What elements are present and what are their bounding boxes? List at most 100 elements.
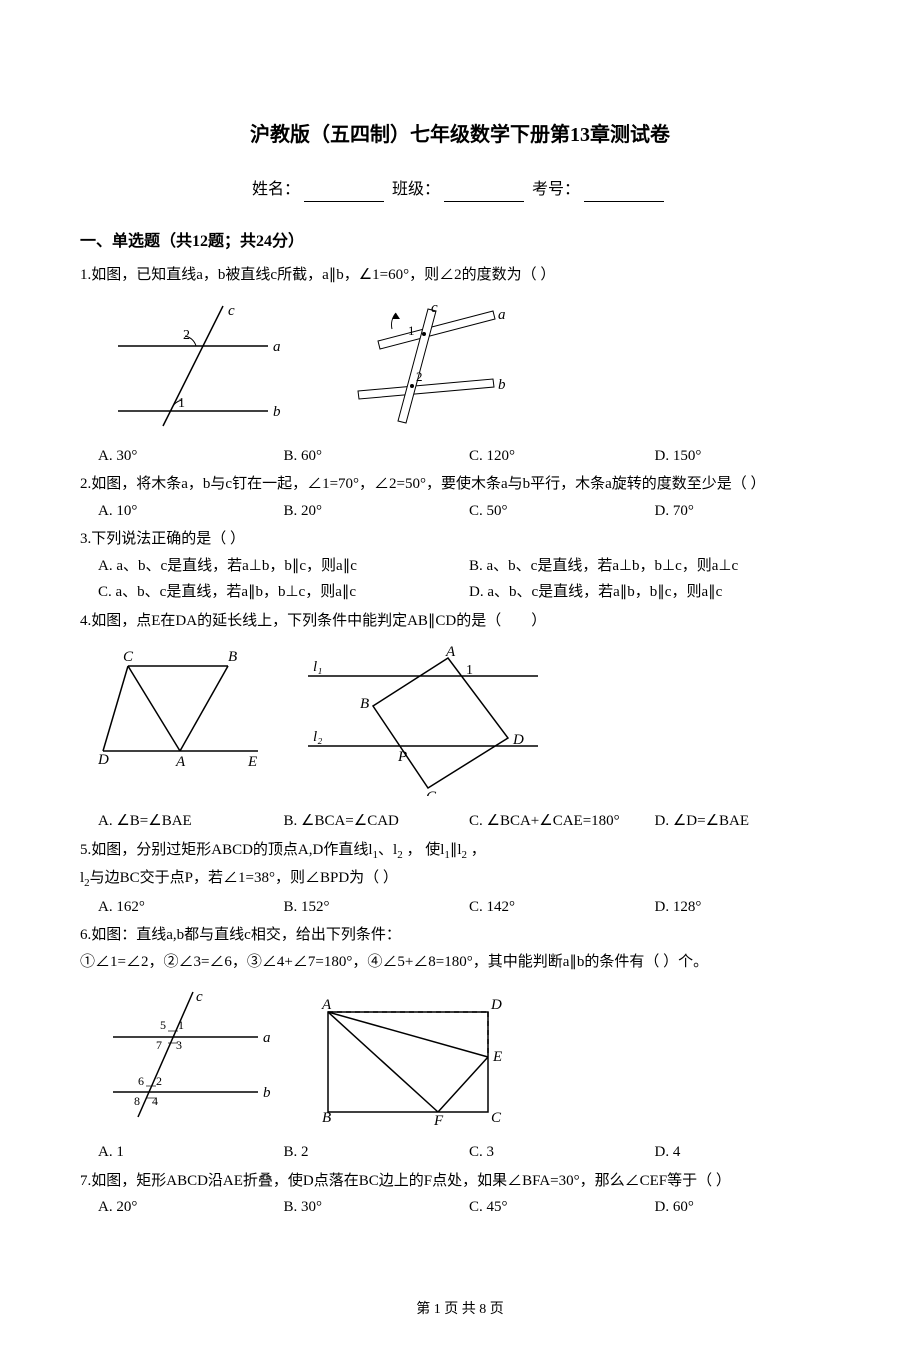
svg-text:l₂: l₂ — [313, 729, 322, 745]
q5-opt-d: D. 128° — [655, 896, 841, 919]
q7-opt-b: B. 30° — [284, 1196, 470, 1219]
q7-opt-a: A. 20° — [98, 1196, 284, 1219]
svg-text:4: 4 — [152, 1094, 158, 1108]
q1-opt-d: D. 150° — [655, 445, 841, 468]
svg-text:b: b — [263, 1085, 271, 1101]
q6-opt-b: B. 2 — [284, 1141, 470, 1164]
svg-text:1: 1 — [408, 323, 415, 338]
q1-opt-b: B. 60° — [284, 445, 470, 468]
question-2: 2.如图，将木条a，b与c钉在一起，∠1=70°，∠2=50°，要使木条a与b平… — [80, 473, 840, 522]
svg-text:B: B — [228, 649, 237, 665]
section1-header: 一、单选题（共12题；共24分） — [80, 230, 840, 254]
name-blank — [304, 184, 384, 202]
q2-opt-b: B. 20° — [284, 500, 470, 523]
q5-text-line2: l2与边BC交于点P，若∠1=38°，则∠BPD为（ ） — [80, 867, 840, 892]
svg-text:c: c — [196, 989, 203, 1005]
svg-text:C: C — [491, 1110, 502, 1126]
q6-line2: ①∠1=∠2，②∠3=∠6，③∠4+∠7=180°，④∠5+∠8=180°，其中… — [80, 951, 840, 974]
q5-figure: l₁ l₂ A 1 B P D C — [298, 646, 548, 796]
q4-options: A. ∠B=∠BAE B. ∠BCA=∠CAD C. ∠BCA+∠CAE=180… — [80, 810, 840, 833]
svg-text:a: a — [273, 339, 281, 355]
id-label: 考号： — [532, 181, 580, 198]
svg-text:2: 2 — [156, 1074, 162, 1088]
svg-text:3: 3 — [176, 1038, 182, 1052]
q6-opt-c: C. 3 — [469, 1141, 655, 1164]
question-5: 5.如图，分别过矩形ABCD的顶点A,D作直线l1、l2 ， 使l1∥l2 ， … — [80, 839, 840, 919]
class-label: 班级： — [392, 181, 440, 198]
svg-text:A: A — [321, 997, 332, 1013]
q2-opt-a: A. 10° — [98, 500, 284, 523]
svg-text:P: P — [397, 749, 407, 765]
q6-opt-d: D. 4 — [655, 1141, 841, 1164]
svg-text:D: D — [98, 752, 109, 766]
svg-text:a: a — [263, 1030, 271, 1046]
svg-text:B: B — [360, 696, 369, 712]
class-blank — [444, 184, 524, 202]
svg-text:6: 6 — [138, 1074, 144, 1088]
q4-opt-b: B. ∠BCA=∠CAD — [284, 810, 470, 833]
q5-text-line1: 5.如图，分别过矩形ABCD的顶点A,D作直线l1、l2 ， 使l1∥l2 ， — [80, 839, 840, 864]
question-3: 3.下列说法正确的是（ ） A. a、b、c是直线，若a⊥b，b∥c，则a∥c … — [80, 528, 840, 604]
page-title: 沪教版（五四制）七年级数学下册第13章测试卷 — [80, 120, 840, 150]
svg-text:a: a — [498, 307, 506, 323]
question-1: 1.如图，已知直线a，b被直线c所截，a∥b，∠1=60°，则∠2的度数为（ ）… — [80, 264, 840, 467]
q3-opt-b: B. a、b、c是直线，若a⊥b，b⊥c，则a⊥c — [469, 555, 840, 578]
svg-text:b: b — [498, 377, 506, 393]
q5-opt-c: C. 142° — [469, 896, 655, 919]
q7-options: A. 20° B. 30° C. 45° D. 60° — [80, 1196, 840, 1219]
q1-opt-a: A. 30° — [98, 445, 284, 468]
q4-opt-d: D. ∠D=∠BAE — [655, 810, 841, 833]
svg-text:7: 7 — [156, 1038, 162, 1052]
svg-text:1: 1 — [178, 396, 185, 411]
name-label: 姓名： — [252, 181, 300, 198]
q4-figure: C B D A E — [98, 646, 268, 796]
question-7: 7.如图，矩形ABCD沿AE折叠，使D点落在BC边上的F点处，如果∠BFA=30… — [80, 1170, 840, 1219]
question-6: 6.如图：直线a,b都与直线c相交，给出下列条件： ①∠1=∠2，②∠3=∠6，… — [80, 924, 840, 1164]
svg-text:A: A — [175, 754, 186, 766]
q7-figure: A D E B F C — [308, 987, 508, 1127]
q2-opt-d: D. 70° — [655, 500, 841, 523]
q1-options: A. 30° B. 60° C. 120° D. 150° — [80, 445, 840, 468]
svg-text:c: c — [228, 303, 235, 319]
q1-figure-2: a b c 1 2 — [318, 301, 508, 431]
q5-opt-b: B. 152° — [284, 896, 470, 919]
svg-text:1: 1 — [466, 663, 473, 678]
svg-text:B: B — [322, 1110, 331, 1126]
svg-text:F: F — [433, 1113, 444, 1127]
q7-text: 7.如图，矩形ABCD沿AE折叠，使D点落在BC边上的F点处，如果∠BFA=30… — [80, 1170, 840, 1193]
q1-text: 1.如图，已知直线a，b被直线c所截，a∥b，∠1=60°，则∠2的度数为（ ） — [80, 264, 840, 287]
svg-text:E: E — [492, 1049, 502, 1065]
q6-options: A. 1 B. 2 C. 3 D. 4 — [80, 1141, 840, 1164]
question-4: 4.如图，点E在DA的延长线上，下列条件中能判定AB∥CD的是（ ） C B D… — [80, 610, 840, 833]
q2-options: A. 10° B. 20° C. 50° D. 70° — [80, 500, 840, 523]
q4-text: 4.如图，点E在DA的延长线上，下列条件中能判定AB∥CD的是（ ） — [80, 610, 840, 633]
q3-opt-c: C. a、b、c是直线，若a∥b，b⊥c，则a∥c — [98, 581, 469, 604]
q3-opt-d: D. a、b、c是直线，若a∥b，b∥c，则a∥c — [469, 581, 840, 604]
svg-text:C: C — [426, 789, 437, 796]
svg-text:1: 1 — [178, 1018, 184, 1032]
q3-text: 3.下列说法正确的是（ ） — [80, 528, 840, 551]
q1-opt-c: C. 120° — [469, 445, 655, 468]
svg-text:2: 2 — [183, 328, 190, 343]
svg-text:8: 8 — [134, 1094, 140, 1108]
svg-text:A: A — [445, 646, 456, 660]
svg-text:D: D — [512, 732, 524, 748]
svg-text:b: b — [273, 404, 281, 420]
q3-options-row1: A. a、b、c是直线，若a⊥b，b∥c，则a∥c B. a、b、c是直线，若a… — [80, 555, 840, 578]
svg-text:C: C — [123, 649, 134, 665]
q1-figure-1: c a b 2 1 — [98, 301, 288, 431]
svg-text:c: c — [431, 301, 438, 316]
q5-options: A. 162° B. 152° C. 142° D. 128° — [80, 896, 840, 919]
q5-opt-a: A. 162° — [98, 896, 284, 919]
q6-text: 6.如图：直线a,b都与直线c相交，给出下列条件： — [80, 924, 840, 947]
svg-text:E: E — [247, 754, 257, 766]
q7-opt-c: C. 45° — [469, 1196, 655, 1219]
q6-figure: c a b 5 1 7 3 6 2 8 4 — [98, 987, 278, 1127]
svg-text:l₁: l₁ — [313, 659, 322, 675]
q2-text: 2.如图，将木条a，b与c钉在一起，∠1=70°，∠2=50°，要使木条a与b平… — [80, 473, 840, 496]
q3-options-row2: C. a、b、c是直线，若a∥b，b⊥c，则a∥c D. a、b、c是直线，若a… — [80, 581, 840, 604]
svg-text:5: 5 — [160, 1018, 166, 1032]
svg-text:D: D — [490, 997, 502, 1013]
id-blank — [584, 184, 664, 202]
q6-opt-a: A. 1 — [98, 1141, 284, 1164]
